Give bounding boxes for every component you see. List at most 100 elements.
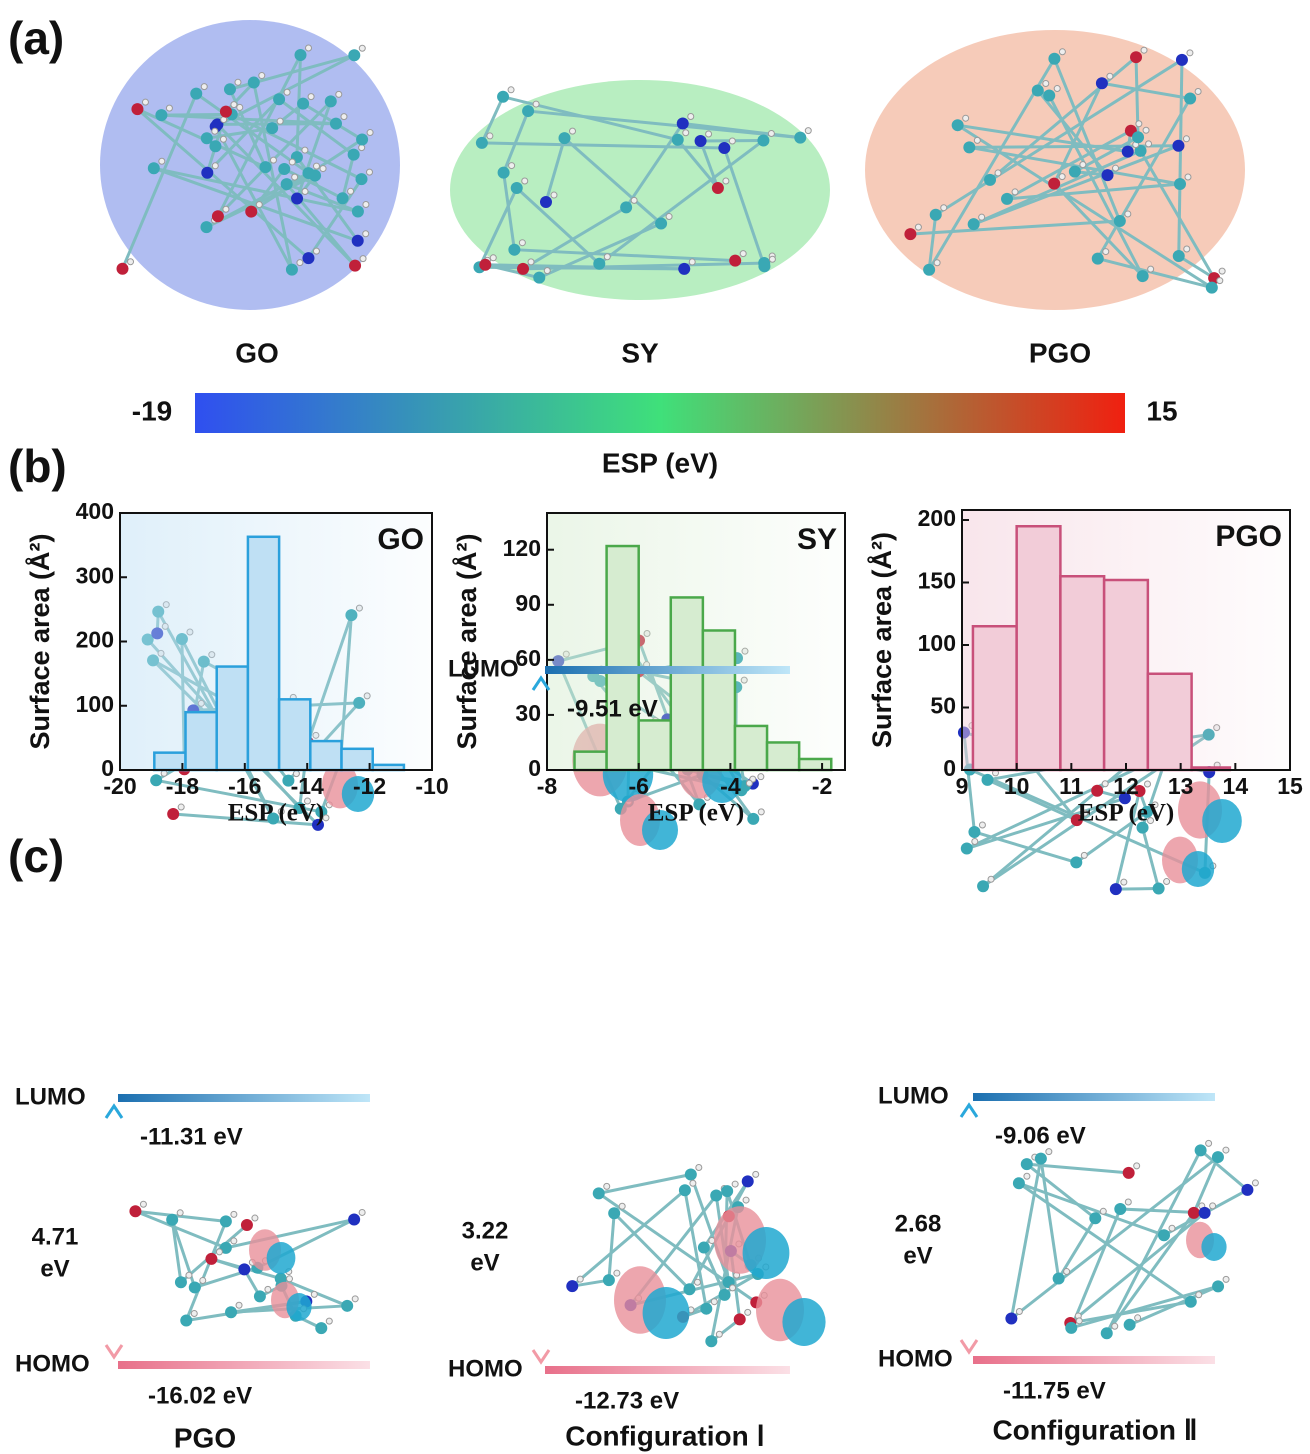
- atom: [747, 813, 759, 825]
- hydrogen: [367, 169, 373, 175]
- hydrogen: [142, 99, 148, 105]
- atom: [1043, 90, 1055, 102]
- atom: [1089, 1212, 1101, 1224]
- hydrogen: [1148, 266, 1154, 272]
- atom: [1184, 92, 1196, 104]
- hydrogen: [1145, 781, 1151, 787]
- atom: [1241, 1184, 1253, 1196]
- hydrogen: [265, 1286, 271, 1292]
- energy-gap: eV: [903, 1242, 932, 1269]
- hydrogen: [690, 1180, 696, 1186]
- x-tick-label: -16: [228, 773, 261, 799]
- atom: [1158, 1229, 1170, 1241]
- hydrogen: [979, 214, 985, 220]
- hydrogen: [297, 260, 303, 266]
- x-tick-label: -4: [720, 773, 741, 799]
- atom: [719, 1289, 731, 1301]
- hydrogen: [1024, 1173, 1030, 1179]
- atom: [1032, 85, 1044, 97]
- atom: [273, 93, 285, 105]
- bond: [1130, 1286, 1218, 1324]
- hydrogen: [1206, 1140, 1212, 1146]
- hydrogen: [200, 1277, 206, 1283]
- atom: [356, 134, 368, 146]
- x-axis-label: ESP (eV): [228, 800, 325, 827]
- atom: [712, 182, 724, 194]
- homo-level: [973, 1356, 1215, 1364]
- energy-gap: eV: [470, 1249, 499, 1276]
- hydrogen: [1054, 86, 1060, 92]
- hydrogen: [359, 1209, 365, 1215]
- orbital-lobe: [1201, 1233, 1226, 1261]
- hydrogen: [934, 260, 940, 266]
- hydrogen: [683, 130, 689, 136]
- atom: [608, 1207, 620, 1219]
- hydrogen: [178, 804, 184, 810]
- atom: [200, 221, 212, 233]
- atom: [1114, 215, 1126, 227]
- hydrogen: [359, 45, 365, 51]
- bar: [973, 626, 1017, 770]
- structure-name: PGO: [174, 1422, 236, 1453]
- atom: [315, 1322, 327, 1334]
- atom: [278, 163, 290, 175]
- hydrogen: [348, 188, 354, 194]
- atom: [309, 170, 321, 182]
- bond: [609, 1213, 614, 1280]
- atom: [1053, 1273, 1065, 1285]
- atom: [1069, 166, 1081, 178]
- hydrogen: [237, 104, 243, 110]
- atom: [963, 141, 975, 153]
- bar: [342, 749, 373, 770]
- lumo-level: [118, 1094, 370, 1102]
- chart-title: PGO: [1215, 520, 1282, 553]
- panel-label: (c): [8, 830, 64, 882]
- hydrogen: [1043, 81, 1049, 87]
- atom: [476, 137, 488, 149]
- hydrogen: [231, 1211, 237, 1217]
- y-tick-label: 100: [918, 630, 956, 656]
- hydrogen: [1012, 189, 1018, 195]
- atom: [961, 843, 973, 855]
- hydrogen: [528, 259, 534, 265]
- homo-energy: -16.02 eV: [148, 1382, 252, 1409]
- homo-label: HOMO: [448, 1355, 523, 1382]
- hydrogen: [666, 214, 672, 220]
- atom: [794, 132, 806, 144]
- atom: [982, 774, 994, 786]
- energy-gap: 2.68: [895, 1210, 942, 1237]
- hydrogen: [223, 206, 229, 212]
- x-tick-label: -18: [166, 773, 199, 799]
- molecule-label: GO: [235, 337, 279, 368]
- atom: [356, 173, 368, 185]
- atom: [695, 135, 707, 147]
- atom: [1130, 51, 1142, 63]
- atom: [1092, 253, 1104, 265]
- hydrogen: [1252, 1180, 1258, 1186]
- y-tick-label: 150: [918, 568, 956, 594]
- atom: [705, 1335, 717, 1347]
- hydrogen: [1169, 1225, 1175, 1231]
- atom: [758, 260, 770, 272]
- y-tick-label: 0: [528, 755, 541, 781]
- hydrogen: [746, 780, 752, 786]
- atom: [1101, 1327, 1113, 1339]
- hydrogen: [1125, 1199, 1131, 1205]
- lumo-energy: -11.31 eV: [140, 1123, 243, 1150]
- bar: [1148, 674, 1192, 770]
- atom: [742, 1175, 754, 1187]
- panel-label: (b): [8, 440, 67, 492]
- atom: [348, 49, 360, 61]
- hydrogen: [292, 174, 298, 180]
- atom: [348, 149, 360, 161]
- hydrogen: [306, 45, 312, 51]
- hydrogen: [915, 224, 921, 230]
- orbital-lobe: [1202, 799, 1242, 843]
- colorbar-min: -19: [132, 395, 172, 426]
- hydrogen: [311, 1291, 317, 1297]
- hydrogen: [289, 159, 295, 165]
- atom: [984, 174, 996, 186]
- bond: [1071, 1286, 1218, 1327]
- x-tick-label: 10: [1004, 773, 1030, 799]
- lumo-energy: -9.51 eV: [567, 695, 658, 722]
